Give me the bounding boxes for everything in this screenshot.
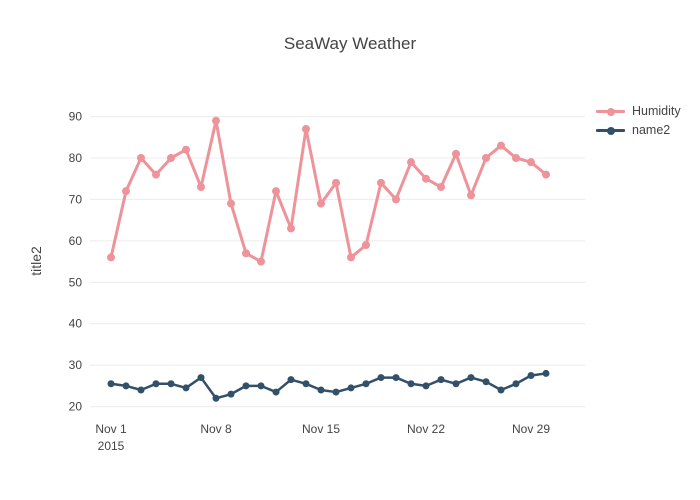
data-point-name2[interactable] — [497, 386, 505, 394]
data-point-name2[interactable] — [482, 378, 490, 386]
name2-line-sample — [596, 126, 625, 135]
data-point-name2[interactable] — [377, 374, 385, 382]
data-point-humidity[interactable] — [392, 195, 400, 204]
data-point-name2[interactable] — [182, 384, 190, 392]
data-point-humidity[interactable] — [482, 154, 490, 162]
data-point-humidity[interactable] — [257, 257, 265, 266]
data-point-humidity[interactable] — [287, 224, 295, 233]
data-point-humidity[interactable] — [242, 249, 250, 258]
data-point-humidity[interactable] — [212, 116, 220, 125]
data-point-name2[interactable] — [242, 382, 250, 390]
name2-marker-icon — [606, 126, 615, 135]
data-point-humidity[interactable] — [317, 199, 325, 208]
data-point-humidity[interactable] — [107, 253, 115, 262]
data-point-name2[interactable] — [227, 390, 235, 398]
data-point-humidity[interactable] — [497, 141, 505, 150]
data-point-humidity[interactable] — [152, 170, 160, 179]
y-tick-label: 30 — [69, 358, 83, 372]
y-tick-label: 60 — [69, 234, 83, 248]
data-point-humidity[interactable] — [407, 158, 415, 167]
data-point-humidity[interactable] — [362, 241, 370, 249]
data-point-humidity[interactable] — [167, 154, 175, 162]
data-point-name2[interactable] — [107, 380, 115, 388]
data-point-humidity[interactable] — [227, 199, 235, 208]
x-tick-label: Nov 22 — [407, 422, 445, 436]
data-point-humidity[interactable] — [332, 178, 340, 187]
data-point-name2[interactable] — [152, 380, 160, 388]
data-point-name2[interactable] — [212, 394, 220, 402]
data-point-name2[interactable] — [452, 380, 460, 388]
data-point-name2[interactable] — [347, 384, 355, 392]
data-point-humidity[interactable] — [452, 149, 460, 158]
legend-item-humidity[interactable]: Humidity — [596, 105, 681, 118]
y-tick-label: 50 — [69, 275, 83, 289]
data-point-name2[interactable] — [542, 369, 550, 377]
data-point-humidity[interactable] — [377, 178, 385, 187]
data-point-humidity[interactable] — [347, 253, 355, 262]
y-tick-label: 20 — [69, 400, 83, 414]
x-tick-label: Nov 1 — [95, 422, 127, 436]
legend-item-name2[interactable]: name2 — [596, 124, 681, 137]
data-point-name2[interactable] — [437, 376, 445, 384]
data-point-humidity[interactable] — [437, 183, 445, 191]
data-point-name2[interactable] — [257, 382, 265, 390]
data-point-name2[interactable] — [287, 376, 295, 384]
data-point-humidity[interactable] — [467, 191, 475, 200]
data-point-humidity[interactable] — [512, 154, 520, 162]
legend-label-name2: name2 — [632, 123, 671, 137]
data-point-humidity[interactable] — [272, 187, 280, 196]
legend-label-humidity: Humidity — [632, 104, 681, 118]
y-tick-label: 80 — [69, 151, 83, 165]
data-point-name2[interactable] — [527, 372, 535, 379]
data-point-name2[interactable] — [197, 374, 205, 382]
data-point-name2[interactable] — [362, 380, 370, 388]
x-tick-sublabel: 2015 — [98, 439, 125, 453]
x-tick-label: Nov 29 — [512, 422, 550, 436]
data-point-name2[interactable] — [467, 374, 475, 382]
data-point-name2[interactable] — [422, 382, 430, 390]
y-tick-label: 70 — [69, 192, 83, 206]
data-point-name2[interactable] — [407, 380, 415, 388]
data-point-name2[interactable] — [317, 386, 325, 394]
x-tick-label: Nov 8 — [200, 422, 232, 436]
data-point-name2[interactable] — [332, 388, 340, 396]
data-point-humidity[interactable] — [122, 187, 130, 196]
data-point-humidity[interactable] — [422, 174, 430, 183]
data-point-humidity[interactable] — [542, 170, 550, 179]
data-point-name2[interactable] — [272, 388, 280, 396]
data-point-humidity[interactable] — [137, 154, 145, 162]
data-point-name2[interactable] — [137, 386, 145, 394]
data-point-humidity[interactable] — [302, 125, 310, 133]
data-point-humidity[interactable] — [527, 158, 535, 167]
legend: Humidity name2 — [596, 105, 681, 137]
humidity-marker-icon — [606, 107, 615, 116]
data-point-humidity[interactable] — [197, 183, 205, 191]
data-point-name2[interactable] — [167, 380, 175, 388]
series-line-name2[interactable] — [109, 372, 548, 400]
data-point-name2[interactable] — [122, 382, 130, 390]
y-tick-label: 90 — [69, 110, 83, 124]
x-tick-label: Nov 15 — [302, 422, 340, 436]
data-point-name2[interactable] — [302, 380, 310, 388]
data-point-humidity[interactable] — [182, 145, 190, 154]
humidity-line-sample — [596, 107, 625, 116]
data-point-name2[interactable] — [512, 380, 520, 388]
chart-title: SeaWay Weather — [283, 34, 417, 53]
y-tick-label: 40 — [69, 317, 83, 331]
data-point-name2[interactable] — [392, 374, 400, 382]
